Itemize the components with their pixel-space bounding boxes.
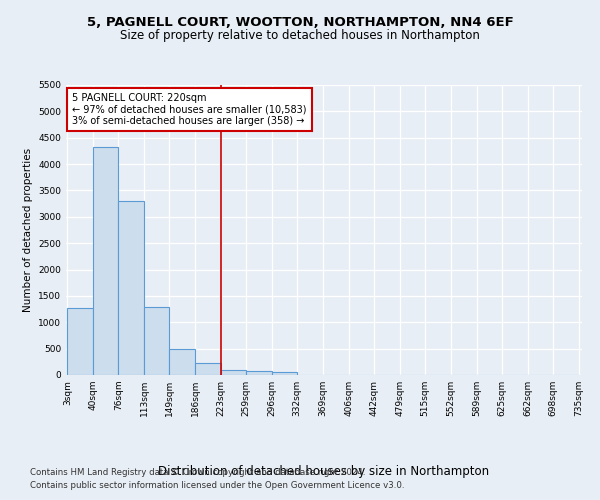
Bar — [169, 349, 195, 375]
Bar — [272, 372, 297, 375]
Text: Contains public sector information licensed under the Open Government Licence v3: Contains public sector information licen… — [30, 480, 404, 490]
Y-axis label: Number of detached properties: Number of detached properties — [23, 148, 32, 312]
Bar — [118, 201, 144, 375]
Text: Size of property relative to detached houses in Northampton: Size of property relative to detached ho… — [120, 28, 480, 42]
Bar — [246, 372, 272, 375]
Text: 5, PAGNELL COURT, WOOTTON, NORTHAMPTON, NN4 6EF: 5, PAGNELL COURT, WOOTTON, NORTHAMPTON, … — [86, 16, 514, 29]
Bar — [221, 370, 246, 375]
Bar — [195, 364, 221, 375]
Bar — [144, 307, 169, 375]
Text: 5 PAGNELL COURT: 220sqm
← 97% of detached houses are smaller (10,583)
3% of semi: 5 PAGNELL COURT: 220sqm ← 97% of detache… — [72, 93, 307, 126]
Bar — [93, 146, 118, 375]
Bar — [67, 308, 93, 375]
Text: Contains HM Land Registry data © Crown copyright and database right 2024.: Contains HM Land Registry data © Crown c… — [30, 468, 365, 477]
X-axis label: Distribution of detached houses by size in Northampton: Distribution of detached houses by size … — [158, 465, 490, 478]
